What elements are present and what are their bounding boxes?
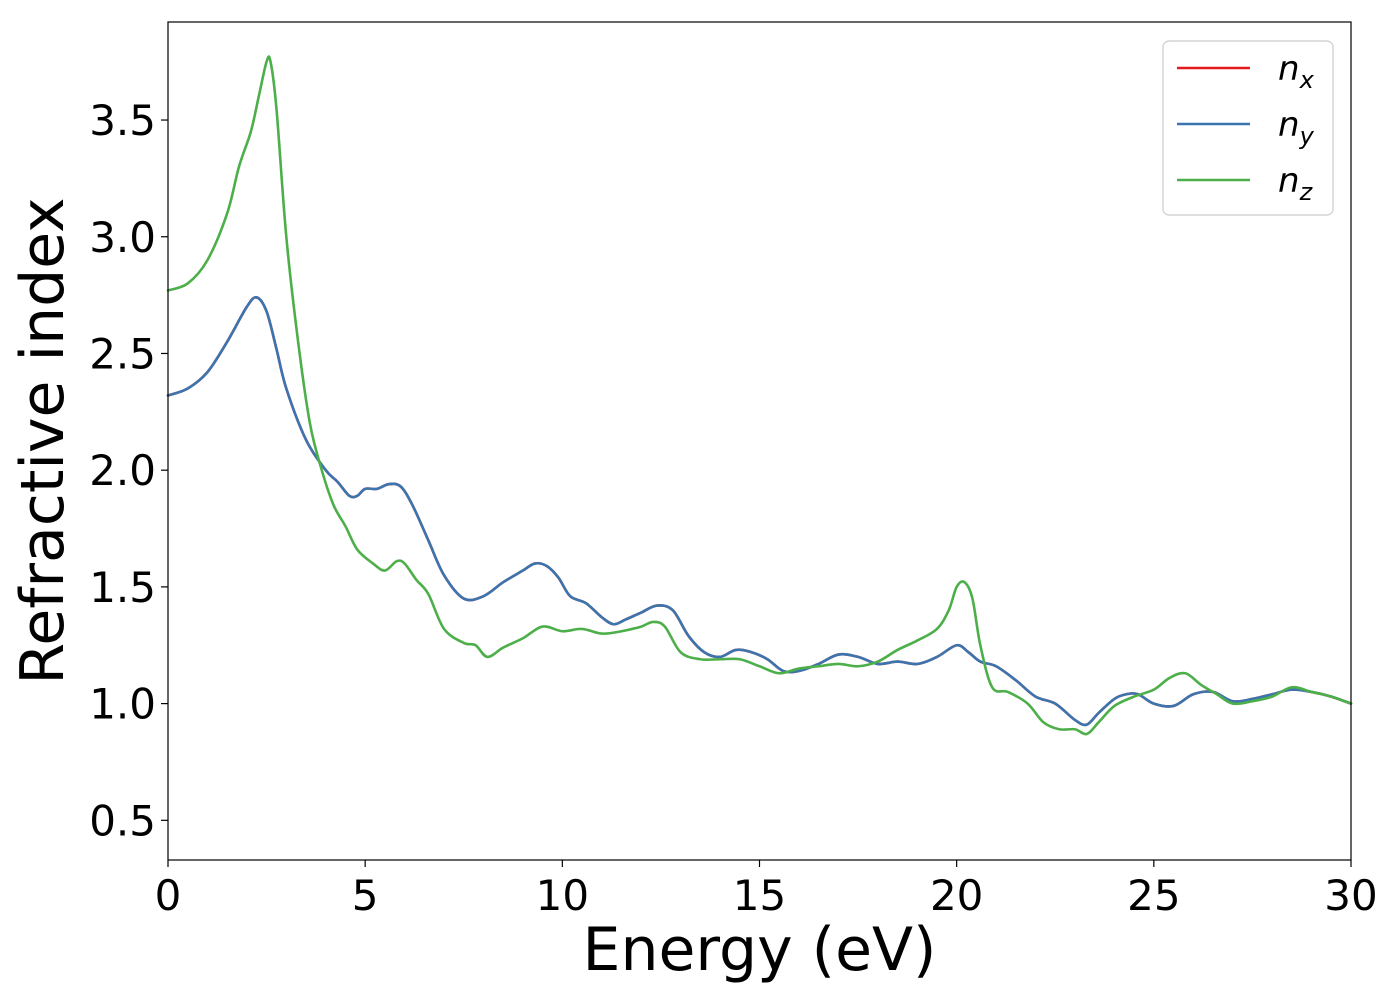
legend: nx ny nz bbox=[1162, 40, 1334, 216]
y-tick-label: 2.0 bbox=[89, 446, 156, 495]
x-tick-label: 30 bbox=[1324, 871, 1377, 920]
series-line-z bbox=[166, 55, 1353, 736]
x-tick-label: 25 bbox=[1127, 871, 1180, 920]
y-axis-title: Refractive index bbox=[8, 197, 78, 684]
legend-box bbox=[1162, 40, 1334, 216]
legend-label-y: ny bbox=[1278, 105, 1315, 150]
y-tick-label: 1.5 bbox=[89, 563, 156, 612]
x-tick-label: 10 bbox=[536, 871, 589, 920]
x-axis-ticks: 0 5 10 15 20 25 30 bbox=[155, 860, 1378, 920]
y-tick-label: 3.5 bbox=[89, 96, 156, 145]
y-tick-label: 1.0 bbox=[89, 680, 156, 729]
y-axis-ticks: 0.5 1.0 1.5 2.0 2.5 3.0 3.5 bbox=[89, 96, 168, 845]
y-tick-label: 0.5 bbox=[89, 796, 156, 845]
x-tick-label: 20 bbox=[930, 871, 983, 920]
series-line-y bbox=[166, 296, 1353, 727]
x-tick-label: 15 bbox=[733, 871, 786, 920]
x-tick-label: 5 bbox=[352, 871, 379, 920]
legend-label-x: nx bbox=[1278, 49, 1315, 94]
x-tick-label: 0 bbox=[155, 871, 182, 920]
x-axis-title: Energy (eV) bbox=[583, 915, 937, 985]
y-tick-label: 2.5 bbox=[89, 329, 156, 378]
series-layer bbox=[166, 55, 1353, 736]
legend-label-z: nz bbox=[1278, 161, 1314, 206]
plot-background bbox=[168, 22, 1351, 860]
y-tick-label: 3.0 bbox=[89, 213, 156, 262]
